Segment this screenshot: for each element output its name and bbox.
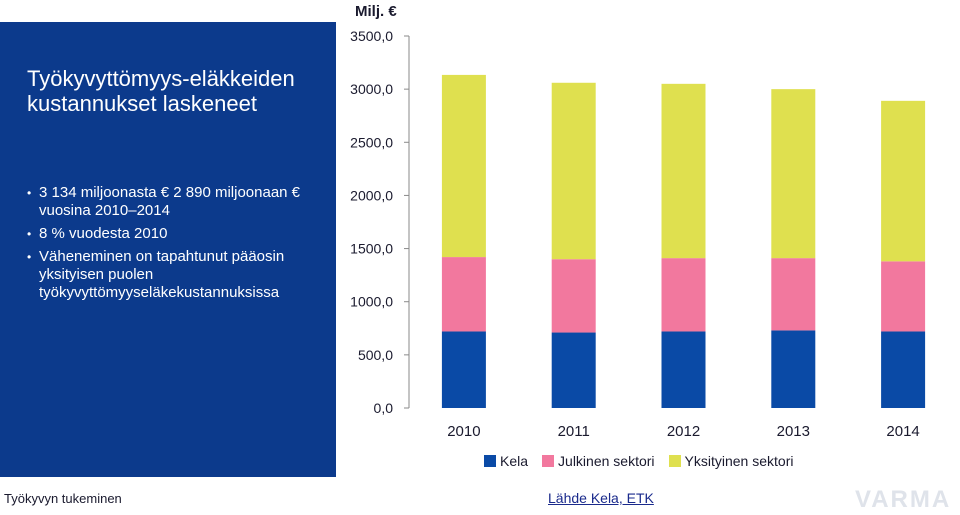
bar-segment-julkinen-sektori — [441, 257, 486, 332]
y-tick-label: 2500,0 — [350, 134, 393, 150]
bar-segment-yksityinen-sektori — [551, 82, 596, 260]
legend-label-kela: Kela — [500, 453, 529, 469]
chart-legend: Kela Julkinen sektori Yksityinen sektori — [484, 453, 793, 469]
y-tick-label: 0,0 — [374, 400, 394, 416]
bar-segment-kela — [881, 331, 926, 408]
bar-segment-kela — [551, 332, 596, 408]
bullet-list: 3 134 miljoonasta € 2 890 miljoonaan € v… — [27, 184, 327, 307]
bar-segment-yksityinen-sektori — [881, 100, 926, 262]
bar-segment-kela — [771, 330, 816, 408]
legend-item-yksityinen: Yksityinen sektori — [668, 453, 794, 469]
x-tick-label: 2010 — [447, 423, 480, 440]
legend-swatch-yksityinen — [668, 455, 681, 467]
unit-label: Milj. € — [355, 3, 397, 20]
y-tick-label: 500,0 — [358, 347, 393, 363]
bar-segment-julkinen-sektori — [661, 258, 706, 332]
y-tick-label: 1000,0 — [350, 294, 393, 310]
bullet-item-1: 3 134 miljoonasta € 2 890 miljoonaan € v… — [27, 184, 327, 220]
bar-segment-yksityinen-sektori — [771, 89, 816, 259]
legend-item-julkinen: Julkinen sektori — [542, 453, 655, 469]
bar-segment-yksityinen-sektori — [661, 83, 706, 259]
slide-title: Työkyvyttömyys-eläkkeiden kustannukset l… — [27, 66, 295, 116]
y-tick-label: 3000,0 — [350, 81, 393, 97]
x-tick-label: 2014 — [886, 423, 919, 440]
legend-swatch-kela — [484, 455, 496, 467]
y-tick-label: 2000,0 — [350, 187, 393, 203]
x-tick-label: 2012 — [667, 423, 700, 440]
bullet-item-3: Väheneminen on tapahtunut pääosin yksity… — [27, 248, 327, 302]
legend-label-julkinen: Julkinen sektori — [558, 453, 655, 469]
info-panel: Työkyvyttömyys-eläkkeiden kustannukset l… — [0, 22, 336, 477]
bar-segment-julkinen-sektori — [881, 261, 926, 332]
x-tick-label: 2011 — [558, 423, 590, 440]
x-tick-label: 2013 — [777, 423, 810, 440]
brand-logo: VARMA — [855, 486, 952, 513]
legend-swatch-julkinen — [542, 455, 555, 467]
y-tick-label: 1500,0 — [350, 241, 393, 257]
footer-section-label: Työkyvyn tukeminen — [4, 491, 122, 506]
source-link[interactable]: Lähde Kela, ETK — [548, 490, 654, 506]
bar-segment-yksityinen-sektori — [441, 74, 486, 258]
legend-item-kela: Kela — [484, 453, 528, 469]
y-tick-label: 3500,0 — [350, 28, 393, 44]
bar-segment-julkinen-sektori — [551, 259, 596, 333]
bar-segment-julkinen-sektori — [771, 258, 816, 331]
bullet-item-2: 8 % vuodesta 2010 — [27, 225, 327, 243]
bar-segment-kela — [441, 331, 486, 408]
legend-label-yksityinen: Yksityinen sektori — [684, 453, 794, 469]
bar-segment-kela — [661, 331, 706, 408]
